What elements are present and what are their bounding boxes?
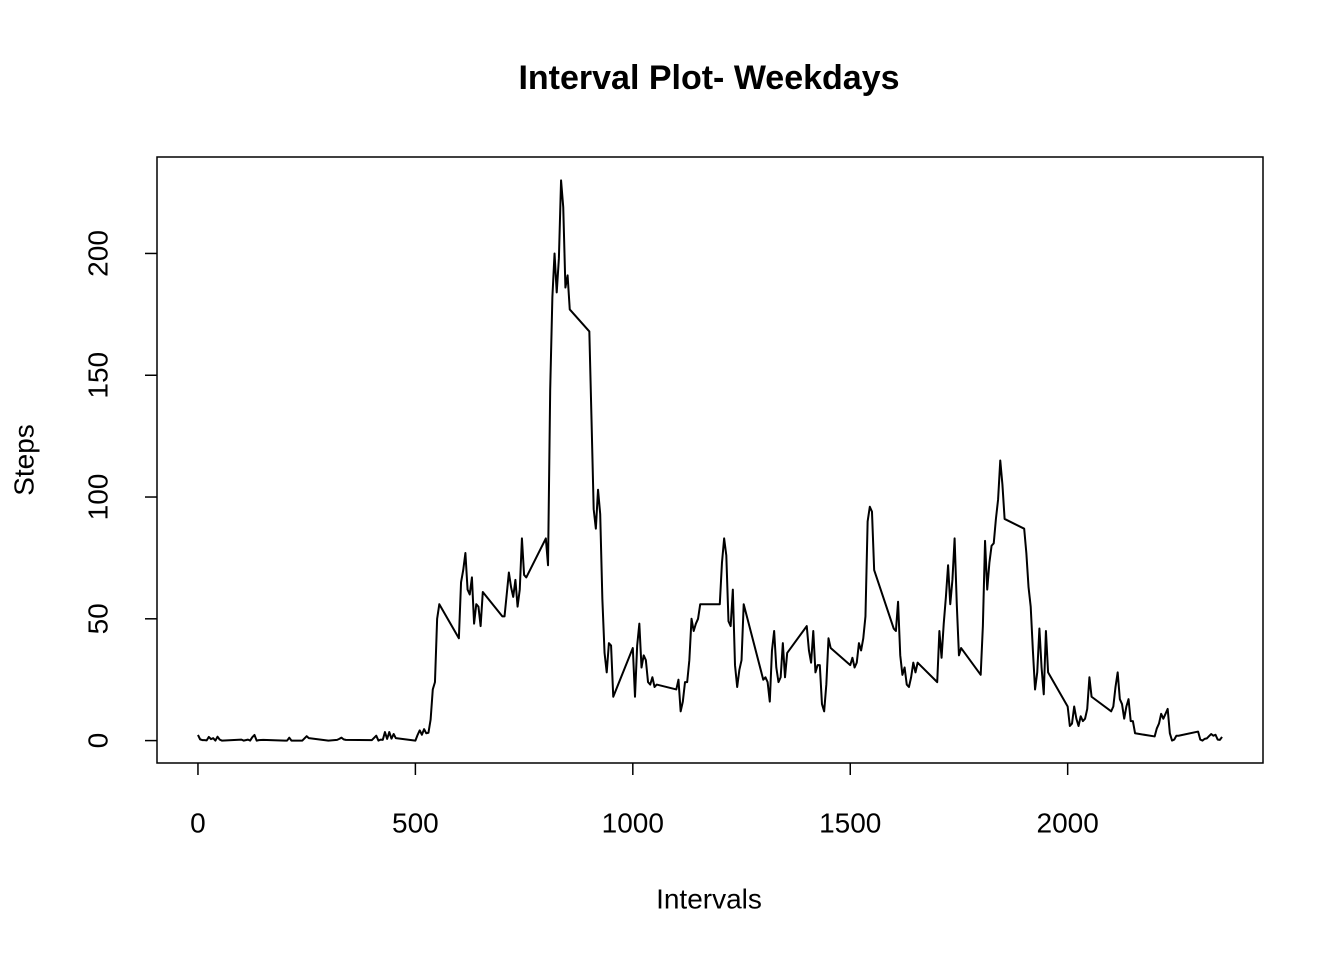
y-tick-label: 50 [82, 603, 113, 634]
x-tick-label: 500 [392, 807, 439, 838]
y-tick-label: 150 [82, 352, 113, 399]
y-tick-label: 100 [82, 474, 113, 521]
chart-title: Interval Plot- Weekdays [518, 59, 899, 97]
x-axis-label: Intervals [656, 883, 762, 914]
plot-frame [156, 156, 1264, 764]
y-tick-label: 0 [82, 733, 113, 749]
x-tick-label: 1500 [819, 807, 881, 838]
x-tick-label: 0 [190, 807, 206, 838]
y-axis-label: Steps [8, 424, 39, 496]
x-tick-label: 1000 [602, 807, 664, 838]
data-line [197, 179, 1223, 742]
x-tick-label: 2000 [1037, 807, 1099, 838]
y-tick-label: 200 [82, 230, 113, 277]
